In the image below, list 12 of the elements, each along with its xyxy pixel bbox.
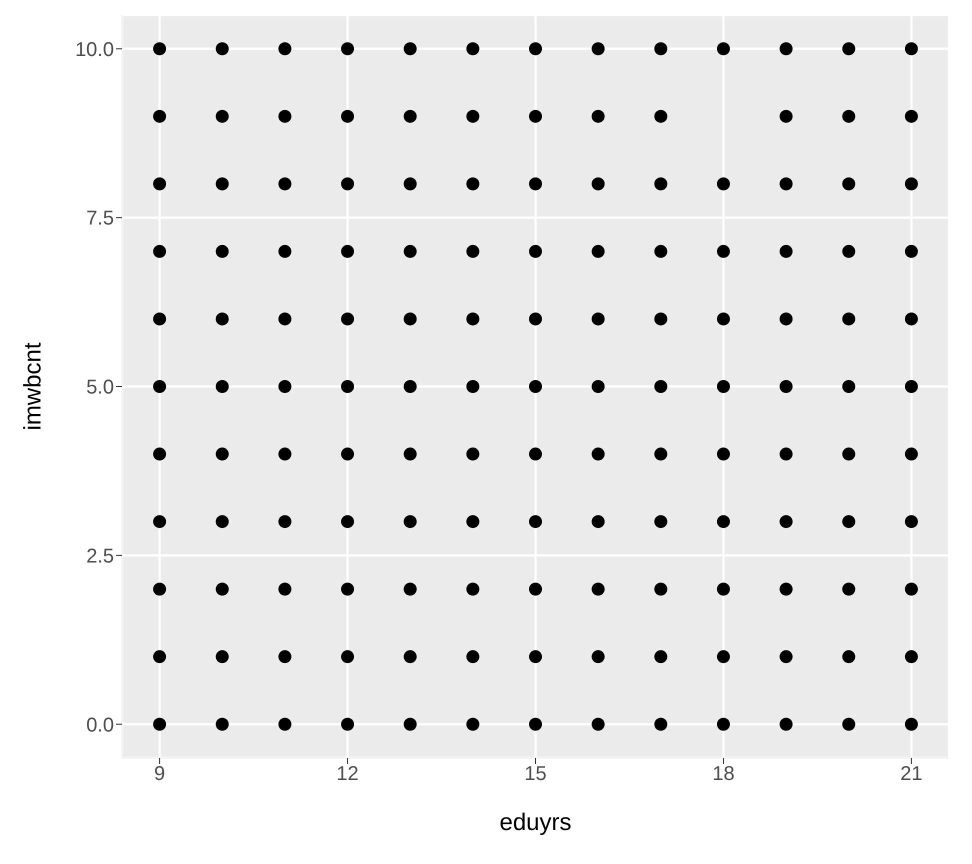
y-tick-label: 5.0 <box>86 376 114 399</box>
y-tick-label: 0.0 <box>86 714 114 736</box>
y-tick-label: 2.5 <box>86 545 114 568</box>
y-tick-label: 7.5 <box>86 208 114 230</box>
x-tick-label: 9 <box>154 763 166 786</box>
x-axis-title: eduyrs <box>499 809 572 836</box>
x-tick-label: 21 <box>900 763 923 786</box>
x-tick-label: 15 <box>524 763 547 786</box>
y-tick-label: 10.0 <box>75 38 114 61</box>
x-tick-label: 18 <box>712 763 735 786</box>
x-tick-label: 12 <box>336 763 359 786</box>
y-axis-title: imwbcnt <box>20 342 47 431</box>
